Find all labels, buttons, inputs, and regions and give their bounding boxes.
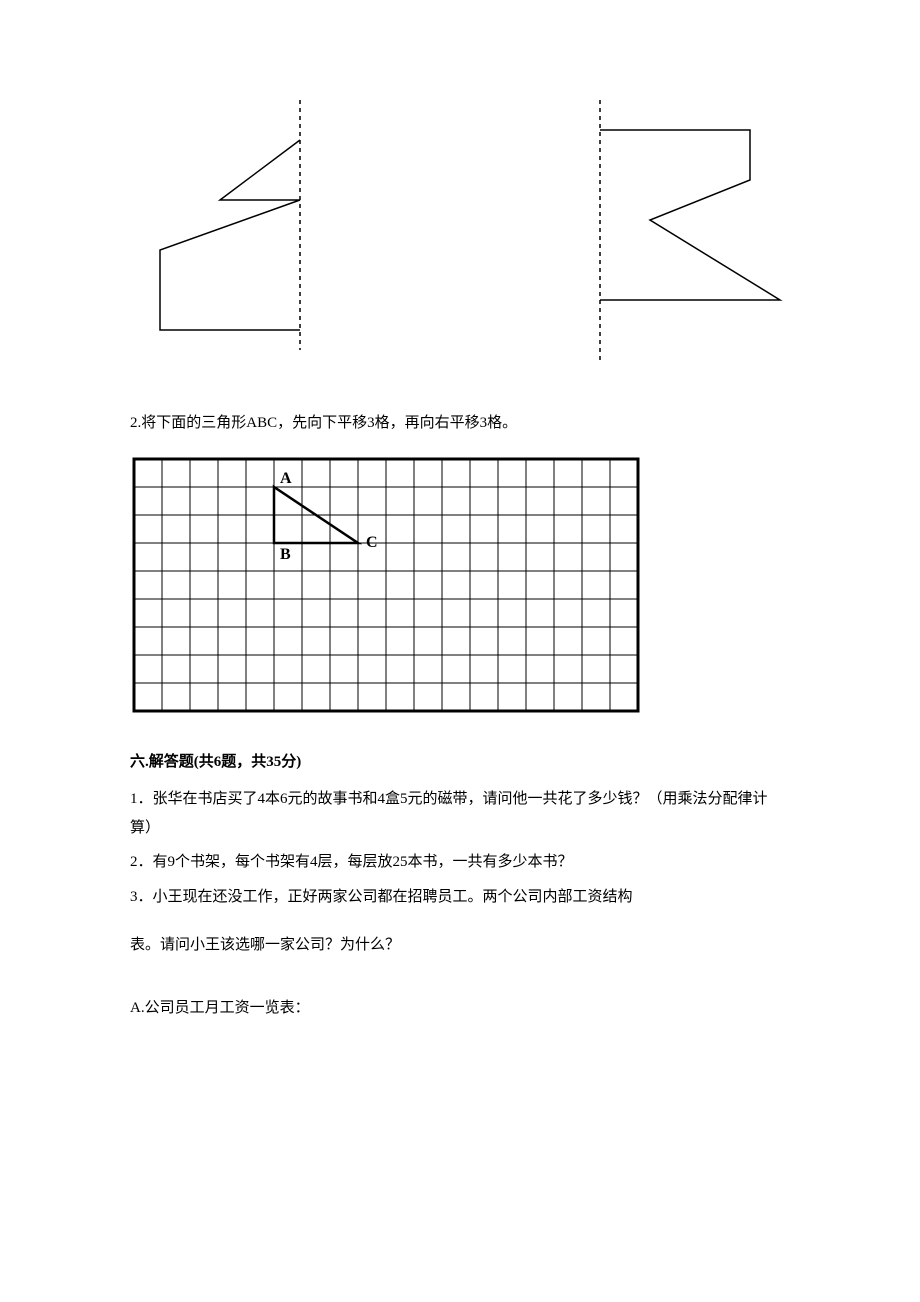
svg-text:C: C bbox=[366, 534, 378, 551]
section6-item-3a: 3．小王现在还没工作，正好两家公司都在招聘员工。两个公司内部工资结构 bbox=[130, 883, 790, 912]
section6-item-1: 1．张华在书店买了4本6元的故事书和4盒5元的磁带，请问他一共花了多少钱？（用乘… bbox=[130, 785, 790, 842]
section6-item-3b: 表。请问小王该选哪一家公司？为什么？ bbox=[130, 931, 790, 960]
figure-2 bbox=[580, 100, 790, 360]
section6-item-A: A.公司员工月工资一览表： bbox=[130, 994, 790, 1023]
svg-text:B: B bbox=[280, 546, 291, 563]
figure-1 bbox=[130, 100, 360, 360]
symmetry-figures-row bbox=[130, 100, 790, 360]
section6-item-2: 2．有9个书架，每个书架有4层，每层放25本书，一共有多少本书？ bbox=[130, 848, 790, 877]
question-2-text: 2.将下面的三角形ABC，先向下平移3格，再向右平移3格。 bbox=[130, 410, 790, 437]
svg-text:A: A bbox=[280, 470, 292, 487]
section-6-heading: 六.解答题(共6题，共35分) bbox=[130, 750, 790, 771]
triangle-grid: A B C bbox=[130, 455, 790, 720]
